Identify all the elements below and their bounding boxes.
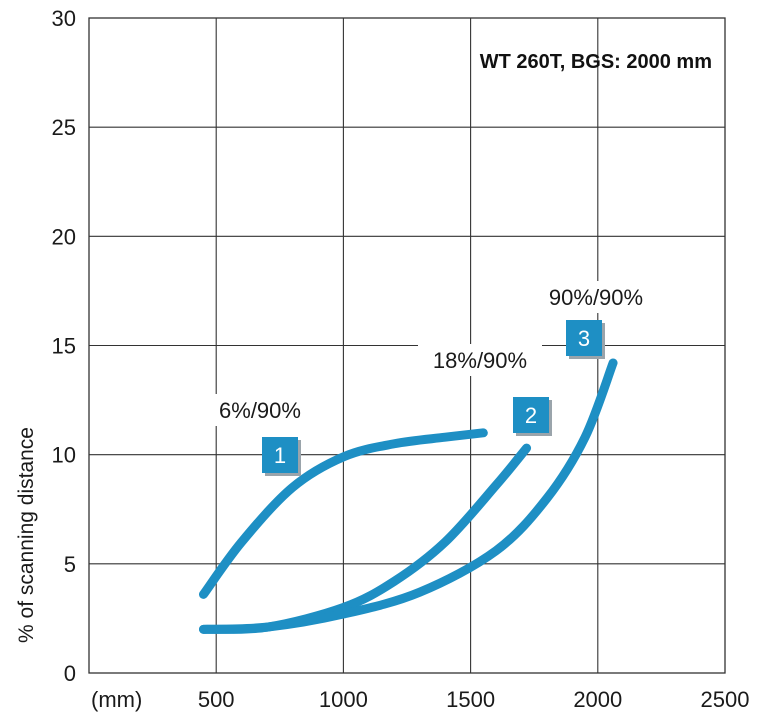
badge-number-1: 1 — [274, 443, 286, 468]
badge-1 — [262, 437, 298, 473]
x-tick-label: 1000 — [319, 687, 368, 712]
y-axis-label: % of scanning distance — [15, 427, 38, 643]
badge-3 — [566, 320, 602, 356]
x-tick-label: 500 — [198, 687, 235, 712]
y-tick-label: 10 — [52, 443, 76, 468]
x-tick-label: 2500 — [701, 687, 750, 712]
tick-labels: 0 5 10 15 20 25 30 500 1000 1500 2000 2500 — [52, 6, 750, 712]
x-tick-label: 2000 — [573, 687, 622, 712]
x-tick-label: 1500 — [446, 687, 495, 712]
y-tick-label: 30 — [52, 6, 76, 31]
series-line-3 — [198, 358, 618, 634]
chart-title: WT 260T, BGS: 2000 mm — [480, 51, 712, 73]
series-label-1: 6%/90% — [219, 398, 301, 423]
y-tick-label: 15 — [52, 334, 76, 359]
badge-2 — [513, 397, 549, 433]
series-label-2: 18%/90% — [433, 348, 527, 373]
series-label-bg-1 — [198, 394, 322, 426]
badges: 1 6%/90% 2 18%/90% 3 90%/90% — [198, 281, 658, 476]
series-line-2 — [198, 443, 532, 634]
y-tick-label: 20 — [52, 224, 76, 249]
x-axis-label: (mm) — [91, 687, 142, 712]
badge-number-3: 3 — [578, 326, 590, 351]
curves — [198, 358, 618, 634]
grid — [88, 17, 726, 674]
series-label-bg-3 — [534, 281, 658, 313]
series-line-1 — [198, 428, 488, 599]
y-tick-label: 0 — [64, 661, 76, 686]
series-label-bg-2 — [418, 344, 542, 376]
y-tick-label: 5 — [64, 552, 76, 577]
y-tick-label: 25 — [52, 115, 76, 140]
badge-number-2: 2 — [525, 403, 537, 428]
series-label-3: 90%/90% — [549, 285, 643, 310]
